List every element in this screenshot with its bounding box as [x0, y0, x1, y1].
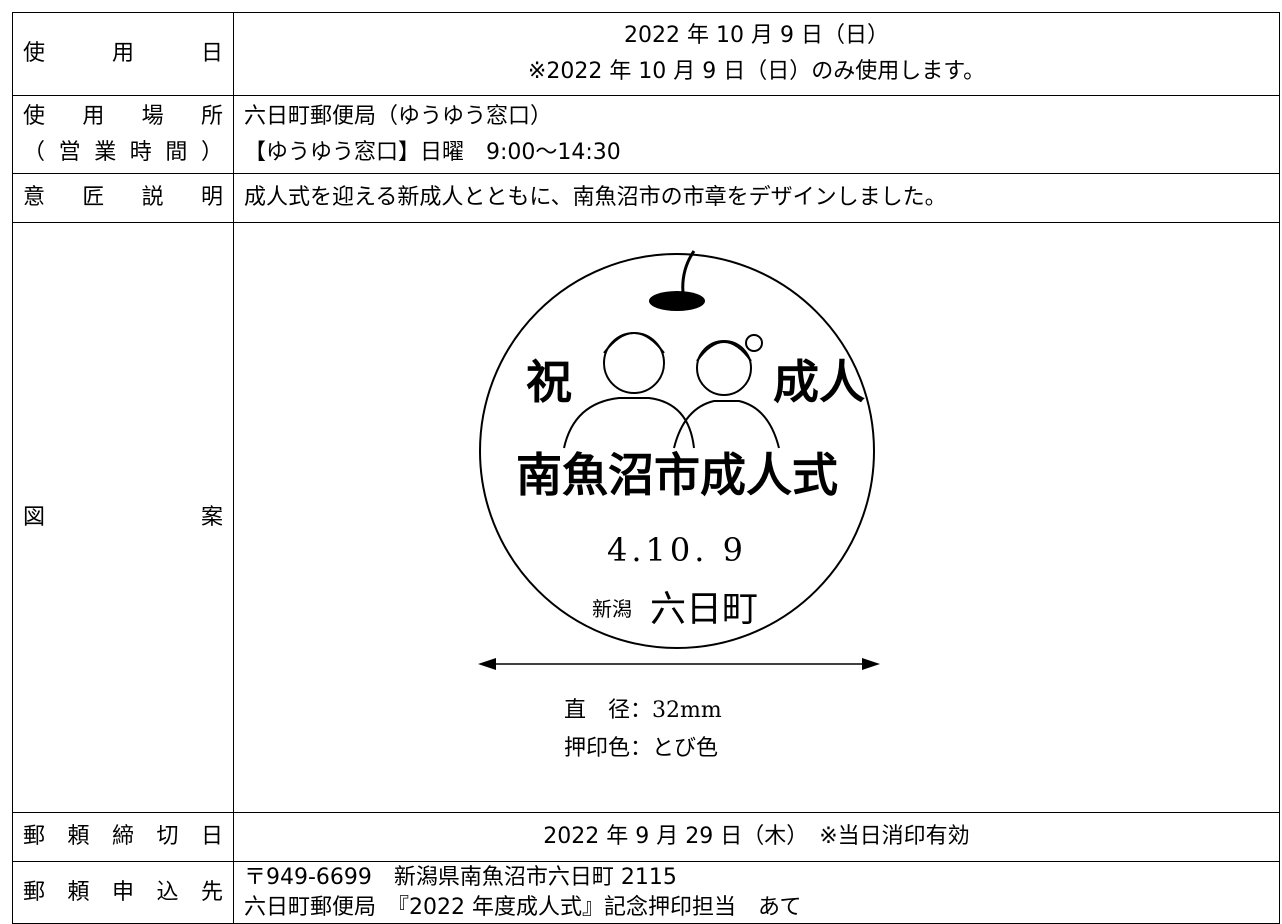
line: 成人式を迎える新成人とともに、南魚沼市の市章をデザインしました。	[244, 185, 947, 210]
stamp-circle	[479, 253, 875, 649]
couple-illustration	[563, 332, 780, 449]
line: 2022 年 10 月 9 日（日）	[624, 23, 889, 48]
stamp-text: 南魚沼市成人式	[516, 448, 838, 502]
line: 【ゆうゆう窓口】日曜 9:00～14:30	[244, 139, 621, 165]
value-cell: 成人式を迎える新成人とともに、南魚沼市の市章をデザインしました。	[233, 173, 1280, 223]
label-cell: 意匠説明	[12, 173, 234, 223]
info-table: 使用日 2022 年 10 月 9 日（日） ※2022 年 10 月 9 日（日…	[12, 12, 1280, 924]
arrow-head	[862, 658, 880, 670]
row: 使用日 2022 年 10 月 9 日（日） ※2022 年 10 月 9 日（日…	[12, 12, 1280, 96]
stamp-text: 六日町	[650, 589, 758, 630]
row: 使用場所 （営業時間） 六日町郵便局（ゆうゆう窓口） 【ゆうゆう窓口】日曜 9:00…	[12, 95, 1280, 174]
row: 郵頼締切日 2022 年 9 月 29 日（木） ※当日消印有効	[12, 812, 1280, 862]
row: 意匠説明 成人式を迎える新成人とともに、南魚沼市の市章をデザインしました。	[12, 173, 1280, 223]
label: 使用場所	[23, 103, 223, 129]
value-cell: 〒949-6699 新潟県南魚沼市六日町 2115 六日町郵便局 『2022 年度…	[233, 861, 1280, 924]
stamp-text: 4.10. 9	[607, 531, 747, 569]
label: 使用日	[23, 41, 223, 66]
line: ※2022 年 10 月 9 日（日）のみ使用します。	[527, 59, 986, 84]
value-cell: 2022 年 9 月 29 日（木） ※当日消印有効	[233, 812, 1280, 862]
stamp-text: 祝	[526, 355, 572, 409]
line: 六日町郵便局（ゆうゆう窓口）	[244, 103, 553, 129]
label-cell: 使用日	[12, 12, 234, 96]
label: （営業時間）	[23, 139, 223, 165]
spec-line: 直 径：32mm	[564, 698, 722, 723]
line: 〒949-6699 新潟県南魚沼市六日町 2115	[244, 864, 677, 890]
stamp-text: 新潟	[592, 597, 632, 621]
label-cell: 使用場所 （営業時間）	[12, 95, 234, 174]
value-cell: 六日町郵便局（ゆうゆう窓口） 【ゆうゆう窓口】日曜 9:00～14:30	[233, 95, 1280, 174]
city-emblem	[649, 291, 705, 311]
label-cell: 郵頼申込先	[12, 861, 234, 924]
value-cell: 2022 年 10 月 9 日（日） ※2022 年 10 月 9 日（日）のみ使…	[233, 12, 1280, 96]
stamp-figure: 祝 成人 南魚沼市成人式 4.10. 9 新潟 六日町 直 径：32mm 押印色…	[478, 250, 880, 761]
spec-line: 押印色：とび色	[564, 736, 718, 761]
stamp-text: 成人	[773, 355, 865, 409]
value-cell: 祝 成人 南魚沼市成人式 4.10. 9 新潟 六日町 直 径：32mm 押印色…	[233, 222, 1280, 813]
label-cell: 郵頼締切日	[12, 812, 234, 862]
row: 郵頼申込先 〒949-6699 新潟県南魚沼市六日町 2115 六日町郵便局 『2…	[12, 861, 1280, 924]
row: 図案 祝 成人 南魚沼市成人式 4.10. 9 新潟 六日町 直 径：32m	[12, 222, 1280, 813]
label: 郵頼申込先	[23, 879, 223, 905]
label: 郵頼締切日	[23, 824, 223, 849]
arrow-head	[478, 658, 496, 670]
label: 図案	[23, 504, 223, 530]
rice-stalk	[681, 250, 696, 302]
label: 意匠説明	[23, 185, 223, 210]
line: 2022 年 9 月 29 日（木） ※当日消印有効	[543, 824, 970, 849]
label-cell: 図案	[12, 222, 234, 813]
line: 六日町郵便局 『2022 年度成人式』記念押印担当 あて	[244, 894, 802, 920]
